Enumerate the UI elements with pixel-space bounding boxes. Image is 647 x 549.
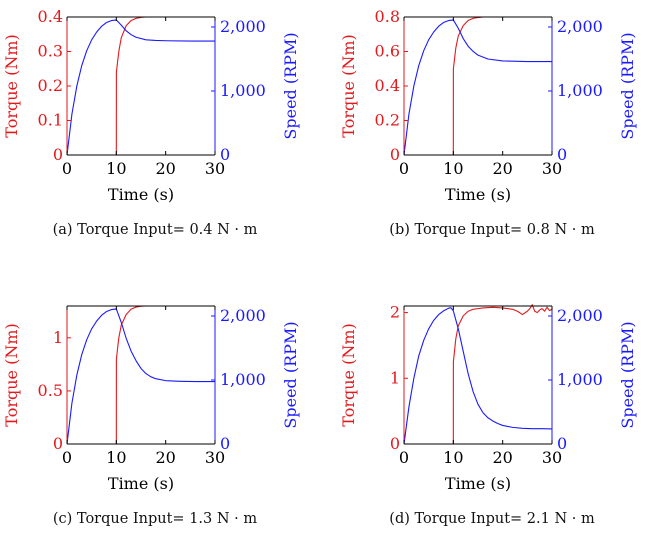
x-tick-label-b-3: 30 [542,159,562,178]
series-line-d-1 [404,304,553,445]
right-axis-title-a: Speed (RPM) [281,32,300,139]
x-axis-title-b: Time (s) [445,185,511,204]
left-axis-title-d: Torque (Nm) [339,323,358,426]
left-axis-title-b: Torque (Nm) [339,34,358,137]
series-line-a-2 [66,19,215,156]
series-line-d-2 [403,307,553,445]
right-tick-label-a-1: 1,000 [220,81,266,100]
right-tick-label-c-1: 1,000 [220,370,266,389]
chart-panel-b: 0 0.2 0.4 0.6 0.8 Torque (Nm) 0 1,000 2,000 Speed… [337,0,647,260]
x-tick-label-d-2: 20 [492,448,512,467]
x-tick-label-d-1: 10 [443,448,463,467]
left-tick-label-a-1: 0.1 [38,111,63,130]
series-line-a-1 [67,16,215,156]
x-tick-label-b-2: 20 [492,159,512,178]
x-tick-label-b-0: 0 [399,159,409,178]
left-tick-label-a-2: 0.2 [38,76,63,95]
left-tick-label-a-3: 0.3 [38,42,63,61]
x-axis-title-d: Time (s) [445,474,511,493]
caption-b: (b) Torque Input= 0.8 N · m [389,222,595,238]
chart-svg-b: 0 0.2 0.4 0.6 0.8 Torque (Nm) 0 1,000 2,000 Speed… [339,7,637,204]
x-tick-label-a-3: 30 [205,159,225,178]
right-axis-title-b: Speed (RPM) [618,32,637,139]
caption-d: (d) Torque Input= 2.1 N · m [389,511,595,527]
series-line-b-2 [403,19,552,156]
left-tick-label-c-1: 0.5 [38,381,63,400]
left-tick-label-d-1: 1 [390,368,400,387]
right-tick-label-d-1: 1,000 [557,370,603,389]
left-axis-title-a: Torque (Nm) [2,34,21,137]
x-tick-label-b-1: 10 [443,159,463,178]
series-line-c-1 [67,305,215,445]
x-axis-title-c: Time (s) [108,474,174,493]
left-tick-label-b-1: 0.2 [375,111,400,130]
left-axis-title-c: Torque (Nm) [2,323,21,426]
right-tick-label-c-2: 2,000 [220,306,266,325]
right-tick-label-d-2: 2,000 [557,306,603,325]
right-tick-label-b-1: 1,000 [557,81,603,100]
right-tick-label-b-0: 0 [557,145,567,164]
left-tick-label-b-0: 0 [390,145,400,164]
left-tick-label-b-4: 0.8 [375,7,400,26]
right-tick-label-a-0: 0 [220,145,230,164]
x-axis-title-a: Time (s) [108,185,174,204]
chart-svg-c: 0 0.5 1 Torque (Nm) 0 1,000 2,000 Speed (RPM) 0 1… [2,305,300,493]
right-tick-label-d-0: 0 [557,434,567,453]
x-tick-label-c-1: 10 [106,448,126,467]
x-tick-label-a-2: 20 [155,159,175,178]
caption-c: (c) Torque Input= 1.3 N · m [52,511,258,527]
x-tick-label-d-3: 30 [542,448,562,467]
chart-svg-a: 0 0.1 0.2 0.3 0.4 Torque (Nm) 0 1,000 2,000 Speed… [2,7,300,204]
right-tick-label-a-2: 2,000 [220,17,266,36]
x-tick-label-c-2: 20 [155,448,175,467]
x-tick-label-c-3: 30 [205,448,225,467]
x-tick-label-a-1: 10 [106,159,126,178]
series-line-c-2 [66,308,215,445]
left-tick-label-a-0: 0 [53,145,63,164]
left-tick-label-d-0: 0 [390,434,400,453]
x-tick-label-d-0: 0 [399,448,409,467]
figure: 0 0.1 0.2 0.3 0.4 Torque (Nm) 0 1,000 2,000 Speed… [0,0,647,527]
left-tick-label-d-2: 2 [390,303,400,322]
caption-a: (a) Torque Input= 0.4 N · m [52,222,258,238]
left-tick-label-c-2: 1 [53,328,63,347]
left-tick-label-c-0: 0 [53,434,63,453]
right-tick-label-c-0: 0 [220,434,230,453]
series-line-b-1 [404,16,552,156]
x-tick-label-a-0: 0 [62,159,72,178]
left-tick-label-a-4: 0.4 [38,7,63,26]
left-tick-label-b-2: 0.4 [375,76,400,95]
chart-panel-c: 0 0.5 1 Torque (Nm) 0 1,000 2,000 Speed (RPM) 0 1… [0,289,310,549]
right-tick-label-b-2: 2,000 [557,17,603,36]
right-axis-title-c: Speed (RPM) [281,321,300,428]
chart-panel-a: 0 0.1 0.2 0.3 0.4 Torque (Nm) 0 1,000 2,000 Speed… [0,0,310,260]
chart-svg-d: 0 1 2 Torque (Nm) 0 1,000 2,000 Speed (RPM) 0 10 2… [339,303,637,493]
right-axis-title-d: Speed (RPM) [618,321,637,428]
x-tick-label-c-0: 0 [62,448,72,467]
left-tick-label-b-3: 0.6 [375,42,400,61]
chart-panel-d: 0 1 2 Torque (Nm) 0 1,000 2,000 Speed (RPM) 0 10 2… [337,289,647,549]
